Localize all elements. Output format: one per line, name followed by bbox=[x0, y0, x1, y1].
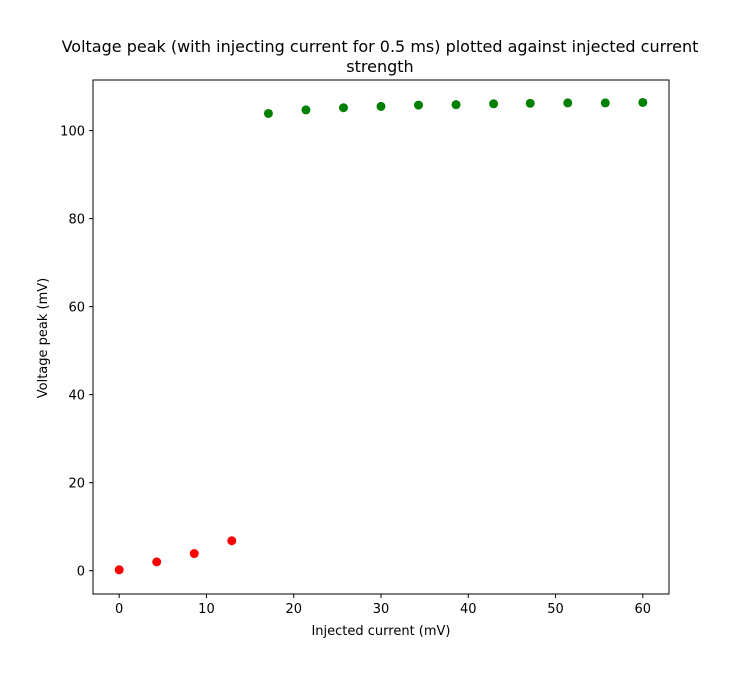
y-tick-label: 80 bbox=[68, 213, 85, 228]
chart-title-line-1: Voltage peak (with injecting current for… bbox=[62, 37, 699, 56]
data-point-series-1 bbox=[152, 557, 162, 567]
y-tick-label: 20 bbox=[68, 477, 85, 492]
data-point-series-2 bbox=[301, 105, 311, 115]
plot-area-frame bbox=[92, 79, 670, 595]
data-points bbox=[114, 97, 648, 575]
x-tick-label: 60 bbox=[635, 602, 652, 617]
data-point-series-2 bbox=[451, 100, 461, 110]
x-tick-label: 10 bbox=[198, 602, 215, 617]
data-point-series-2 bbox=[489, 99, 499, 109]
y-tick-label: 100 bbox=[60, 125, 85, 140]
x-tick-label: 30 bbox=[373, 602, 390, 617]
data-point-series-1 bbox=[114, 565, 124, 575]
y-axis-label: Voltage peak (mV) bbox=[36, 278, 51, 398]
data-point-series-2 bbox=[563, 98, 573, 108]
data-point-series-2 bbox=[376, 101, 386, 111]
x-tick-label: 0 bbox=[115, 602, 123, 617]
y-tick-label: 60 bbox=[68, 301, 85, 316]
x-tick-label: 50 bbox=[547, 602, 564, 617]
y-tick-label: 0 bbox=[77, 565, 85, 580]
data-point-series-2 bbox=[525, 98, 535, 108]
x-tick-label: 20 bbox=[285, 602, 302, 617]
data-point-series-2 bbox=[338, 103, 348, 113]
x-tick-label: 40 bbox=[460, 602, 477, 617]
data-point-series-1 bbox=[227, 536, 237, 546]
data-point-series-2 bbox=[414, 100, 424, 110]
y-tick-label: 40 bbox=[68, 389, 85, 404]
data-point-series-1 bbox=[189, 549, 199, 559]
chart-title-line-2: strength bbox=[346, 57, 413, 76]
data-point-series-2 bbox=[600, 98, 610, 108]
data-point-series-2 bbox=[263, 108, 273, 118]
axis-ticks: 0 10 20 30 40 50 60 0 20 40 60 80 100 bbox=[60, 125, 651, 617]
x-axis-label: Injected current (mV) bbox=[311, 624, 450, 639]
data-point-series-2 bbox=[638, 97, 648, 107]
